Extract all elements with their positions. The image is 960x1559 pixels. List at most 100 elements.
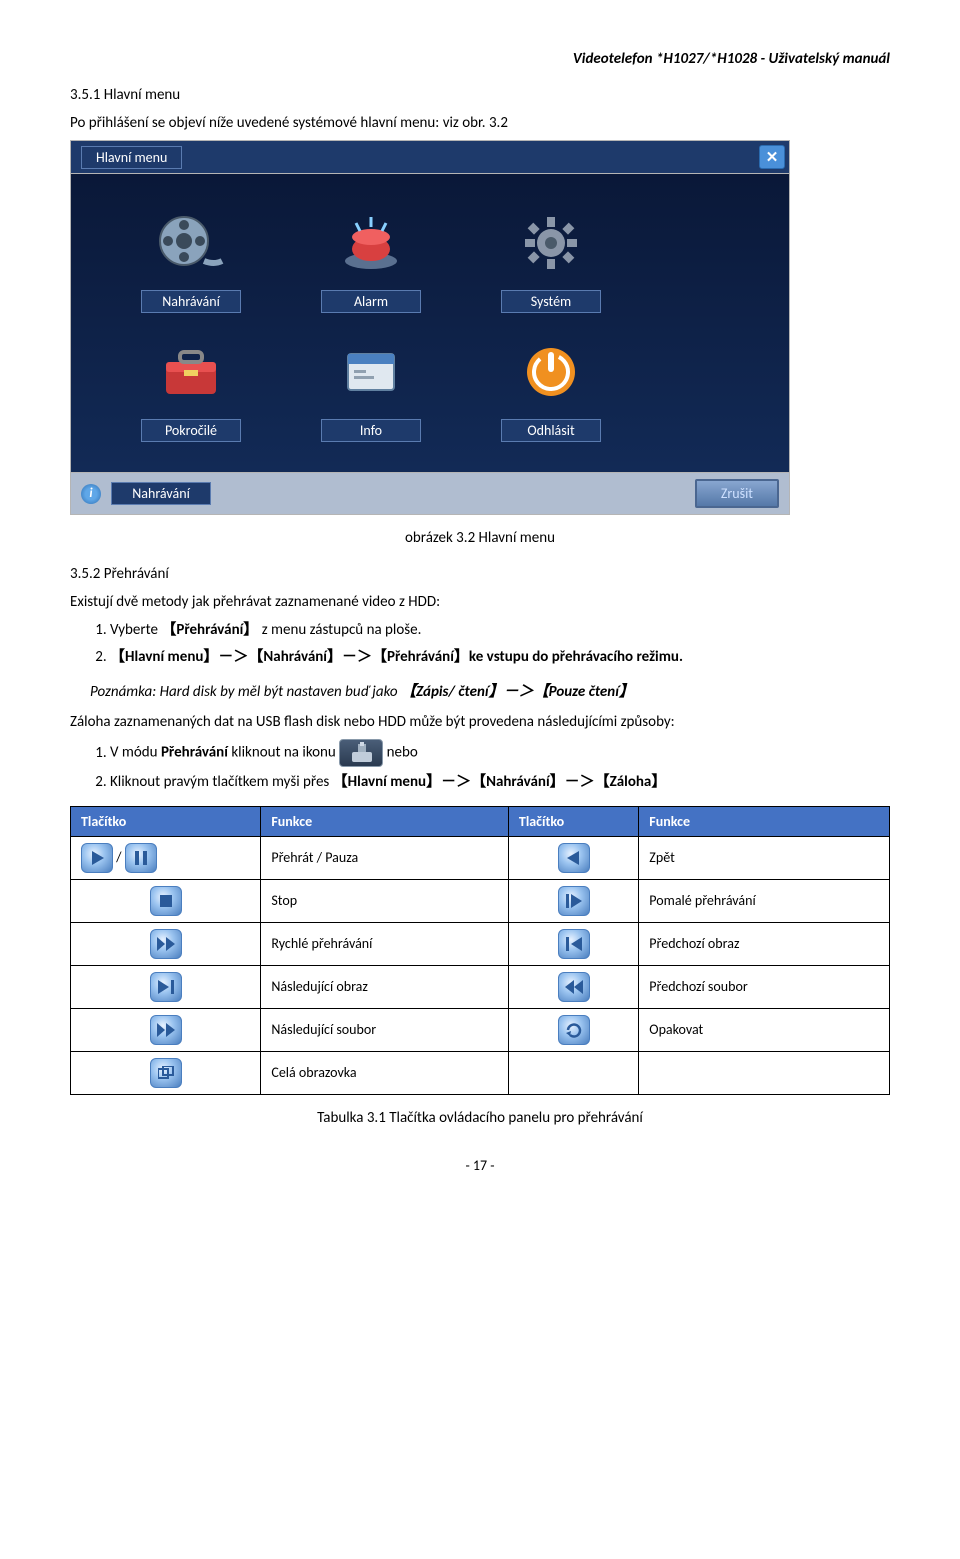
footer-label: Nahrávání bbox=[111, 482, 211, 505]
list-item: Vyberte 【Přehrávání】 z menu zástupců na … bbox=[110, 619, 890, 642]
window-title: Hlavní menu bbox=[81, 146, 182, 169]
prev-file-icon bbox=[558, 972, 590, 1002]
th: Funkce bbox=[639, 806, 890, 836]
th: Funkce bbox=[261, 806, 509, 836]
window-icon bbox=[327, 333, 415, 411]
disk-icon bbox=[339, 739, 383, 767]
text: Poznámka: Hard disk by měl být nastaven … bbox=[90, 683, 401, 701]
td-button bbox=[508, 1008, 638, 1051]
prev-frame-icon bbox=[558, 929, 590, 959]
menu-label: Pokročilé bbox=[141, 419, 241, 442]
td: Celá obrazovka bbox=[261, 1051, 509, 1094]
menu-label: Nahrávání bbox=[141, 290, 241, 313]
list-item: 【Hlavní menu】－＞【Nahrávání】－＞【Přehrávání】… bbox=[110, 646, 890, 669]
menu-label: Odhlásit bbox=[501, 419, 601, 442]
list-item: V módu Přehrávání kliknout na ikonu nebo bbox=[110, 739, 890, 767]
stop-icon bbox=[150, 886, 182, 916]
td-button bbox=[71, 965, 261, 1008]
next-file-icon bbox=[150, 1015, 182, 1045]
table-row: Následující obraz Předchozí soubor bbox=[71, 965, 890, 1008]
info-icon: i bbox=[81, 484, 101, 504]
td: Zpět bbox=[639, 836, 890, 879]
menu-label: Info bbox=[321, 419, 421, 442]
pause-icon bbox=[125, 843, 157, 873]
backup-methods-list: V módu Přehrávání kliknout na ikonu nebo… bbox=[90, 739, 890, 794]
slash: / bbox=[113, 848, 125, 865]
repeat-icon bbox=[558, 1015, 590, 1045]
td: Opakovat bbox=[639, 1008, 890, 1051]
menu-body: Nahrávání Alarm Systém Pokročilé bbox=[70, 174, 790, 473]
td: Následující obraz bbox=[261, 965, 509, 1008]
next-frame-icon bbox=[150, 972, 182, 1002]
footer-left: i Nahrávání bbox=[81, 482, 211, 505]
cancel-button[interactable]: Zrušit bbox=[695, 479, 779, 508]
backup-text: Záloha zaznamenaných dat na USB flash di… bbox=[70, 713, 890, 731]
gear-icon bbox=[507, 204, 595, 282]
menu-label: Alarm bbox=[321, 290, 421, 313]
text: kliknout na ikonu bbox=[228, 744, 339, 762]
td-button bbox=[508, 922, 638, 965]
td: Rychlé přehrávání bbox=[261, 922, 509, 965]
advanced-item[interactable]: Pokročilé bbox=[131, 333, 251, 442]
td-button bbox=[508, 965, 638, 1008]
logout-item[interactable]: Odhlásit bbox=[491, 333, 611, 442]
th: Tlačítko bbox=[508, 806, 638, 836]
recording-item[interactable]: Nahrávání bbox=[131, 204, 251, 313]
fast-forward-icon bbox=[150, 929, 182, 959]
figure-caption: obrázek 3.2 Hlavní menu bbox=[70, 529, 890, 547]
section-351-intro: Po přihlášení se objeví níže uvedené sys… bbox=[70, 114, 890, 132]
menu-row-2: Pokročilé Info Odhlásit bbox=[131, 333, 759, 442]
table-row: / Přehrát / Pauza Zpět bbox=[71, 836, 890, 879]
page-header: Videotelefon *H1027/*H1028 - Uživatelský… bbox=[70, 50, 890, 68]
play-icon bbox=[81, 843, 113, 873]
power-icon bbox=[507, 333, 595, 411]
fullscreen-icon bbox=[150, 1058, 182, 1088]
table-header-row: Tlačítko Funkce Tlačítko Funkce bbox=[71, 806, 890, 836]
td-button bbox=[508, 879, 638, 922]
text: z menu zástupců na ploše. bbox=[258, 621, 421, 639]
system-item[interactable]: Systém bbox=[491, 204, 611, 313]
table-row: Rychlé přehrávání Předchozí obraz bbox=[71, 922, 890, 965]
td-button bbox=[71, 1008, 261, 1051]
td-button bbox=[71, 1051, 261, 1094]
main-menu-window: Hlavní menu ✕ Nahrávání Alarm Systém bbox=[70, 140, 790, 515]
toolbox-icon bbox=[147, 333, 235, 411]
info-item[interactable]: Info bbox=[311, 333, 431, 442]
close-icon[interactable]: ✕ bbox=[759, 145, 785, 169]
film-reel-icon bbox=[147, 204, 235, 282]
td-button bbox=[71, 922, 261, 965]
alarm-item[interactable]: Alarm bbox=[311, 204, 431, 313]
section-351-heading: 3.5.1 Hlavní menu bbox=[70, 86, 890, 104]
text: V módu bbox=[110, 744, 161, 762]
slow-play-icon bbox=[558, 886, 590, 916]
td: Pomalé přehrávání bbox=[639, 879, 890, 922]
menu-row-1: Nahrávání Alarm Systém bbox=[131, 204, 759, 313]
controls-table: Tlačítko Funkce Tlačítko Funkce / Přehrá… bbox=[70, 806, 890, 1095]
td-button bbox=[71, 879, 261, 922]
text: nebo bbox=[383, 744, 418, 762]
playback-methods-list: Vyberte 【Přehrávání】 z menu zástupců na … bbox=[90, 619, 890, 668]
text-bold: 【Přehrávání】 bbox=[161, 621, 258, 639]
td: Předchozí soubor bbox=[639, 965, 890, 1008]
td-buttons: / bbox=[71, 836, 261, 879]
back-icon bbox=[558, 843, 590, 873]
text: Vyberte bbox=[110, 621, 161, 639]
text-bold: 【Hlavní menu】－＞【Nahrávání】－＞【Záloha】 bbox=[333, 773, 667, 791]
table-caption: Tabulka 3.1 Tlačítka ovládacího panelu p… bbox=[70, 1109, 890, 1127]
siren-icon bbox=[327, 204, 415, 282]
text-bold: 【Zápis/ čtení】－＞【Pouze čtení】 bbox=[401, 683, 634, 701]
td: Předchozí obraz bbox=[639, 922, 890, 965]
td: Přehrát / Pauza bbox=[261, 836, 509, 879]
list-item: Kliknout pravým tlačítkem myši přes 【Hla… bbox=[110, 771, 890, 794]
td: Následující soubor bbox=[261, 1008, 509, 1051]
td-empty bbox=[508, 1051, 638, 1094]
text-bold: Přehrávání bbox=[161, 744, 228, 762]
menu-footer: i Nahrávání Zrušit bbox=[70, 473, 790, 515]
td: Stop bbox=[261, 879, 509, 922]
th: Tlačítko bbox=[71, 806, 261, 836]
section-352-intro: Existují dvě metody jak přehrávat zaznam… bbox=[70, 593, 890, 611]
page-number: - 17 - bbox=[70, 1157, 890, 1174]
section-352-heading: 3.5.2 Přehrávání bbox=[70, 565, 890, 583]
table-row: Následující soubor Opakovat bbox=[71, 1008, 890, 1051]
titlebar: Hlavní menu ✕ bbox=[70, 140, 790, 174]
